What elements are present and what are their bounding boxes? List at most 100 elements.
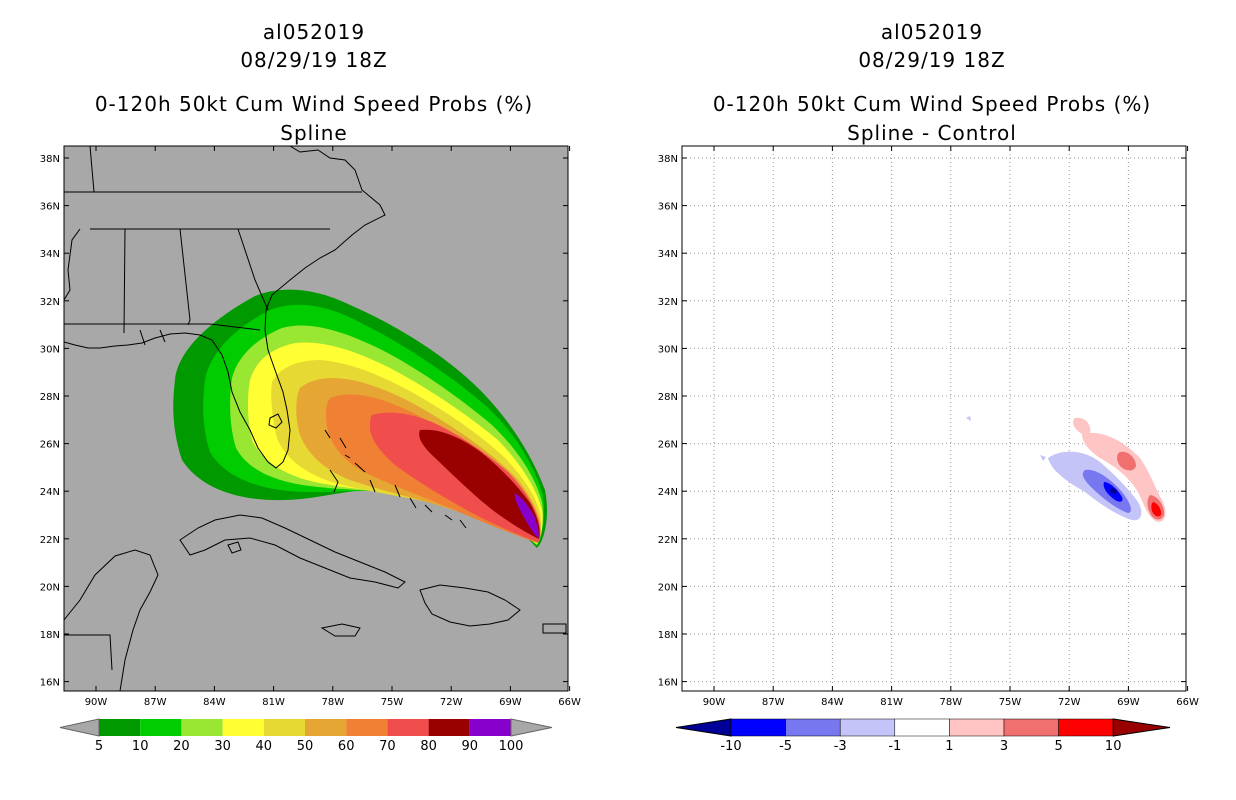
lon-label: 66W: [1176, 697, 1199, 708]
colorbar-left-swatch: [305, 719, 347, 736]
left-storm-id: al052019: [262, 20, 366, 44]
lon-label: 81W: [262, 697, 285, 708]
lat-label: 24N: [658, 487, 678, 498]
colorbar-right-label: -1: [888, 739, 901, 754]
colorbar-left-swatch: [99, 719, 141, 736]
colorbar-left-label: 60: [338, 739, 355, 754]
lat-label: 32N: [658, 297, 678, 308]
diff-neg-10: [1110, 487, 1117, 495]
diff-pos-3: [1117, 451, 1136, 471]
right-subtitle: Spline - Control: [847, 121, 1017, 145]
right-difference-contours: [966, 416, 1166, 522]
colorbar-left-label: 50: [297, 739, 314, 754]
colorbar-right-label: 10: [1105, 739, 1122, 754]
lon-label: 84W: [821, 697, 844, 708]
colorbar-right-label: 5: [1054, 739, 1062, 754]
colorbar-right-arrow-high: [1112, 718, 1171, 737]
lat-label: 20N: [40, 582, 60, 593]
colorbar-right-swatch: [949, 718, 1005, 737]
lat-label: 36N: [658, 202, 678, 213]
left-probability-contours: [173, 289, 548, 548]
right-lat-axis: 38N 36N 34N 32N 30N 28N 26N 24N 22N 20N 18N 16N: [658, 154, 1186, 689]
lat-label: 34N: [40, 249, 60, 260]
lon-label: 84W: [203, 697, 226, 708]
colorbar-left-swatch: [222, 719, 264, 736]
colorbar-left-label: 10: [132, 739, 149, 754]
lon-label: 72W: [1058, 697, 1081, 708]
lon-label: 72W: [440, 697, 463, 708]
colorbar-left-label: 5: [95, 739, 103, 754]
left-product-title: 0-120h 50kt Cum Wind Speed Probs (%): [94, 92, 534, 116]
colorbar-right-swatch: [785, 718, 841, 737]
lat-label: 38N: [40, 154, 60, 165]
colorbar-right-label: 3: [1000, 739, 1008, 754]
lon-label: 78W: [321, 697, 344, 708]
lat-label: 20N: [658, 582, 678, 593]
lat-label: 30N: [40, 344, 60, 355]
colorbar-left-label: 40: [256, 739, 273, 754]
lon-label: 66W: [558, 697, 581, 708]
left-subtitle: Spline: [280, 121, 348, 145]
colorbar-left-label: 70: [379, 739, 396, 754]
diff-neg-speck: [966, 416, 971, 421]
colorbar-right-label: -3: [834, 739, 847, 754]
right-map-panel: 38N 36N 34N 32N 30N 28N 26N 24N 22N 20N 18N 16N 90W…: [658, 145, 1199, 708]
left-date: 08/29/19 18Z: [240, 48, 388, 72]
right-product-title: 0-120h 50kt Cum Wind Speed Probs (%): [712, 92, 1152, 116]
contour-80: [419, 429, 540, 539]
lon-label: 90W: [85, 697, 108, 708]
lon-label: 81W: [880, 697, 903, 708]
colorbar-right-label: 1: [945, 739, 953, 754]
lat-label: 28N: [658, 392, 678, 403]
lat-label: 32N: [40, 297, 60, 308]
left-lat-axis: 38N 36N 34N 32N 30N 28N 26N 24N 22N 20N 18N 16N: [40, 154, 568, 689]
colorbar-left-label: 90: [462, 739, 479, 754]
diff-pos-5: [1151, 502, 1162, 517]
lat-label: 38N: [658, 154, 678, 165]
colorbar-right-swatch: [894, 718, 950, 737]
colorbar-right-swatch: [839, 718, 896, 737]
right-storm-id: al052019: [880, 20, 984, 44]
left-lon-axis: 90W 87W 84W 81W 78W 75W 72W 69W 66W: [85, 146, 581, 708]
right-map-frame: [681, 145, 1187, 692]
colorbar-left-label: 20: [173, 739, 190, 754]
lat-label: 16N: [658, 678, 678, 689]
colorbar-left-swatch: [387, 719, 429, 736]
lon-label: 75W: [381, 697, 404, 708]
colorbar-right-swatch: [1003, 718, 1059, 737]
colorbar-left-arrow-low: [59, 718, 100, 737]
right-map-background: [682, 146, 1186, 691]
lat-label: 30N: [658, 344, 678, 355]
colorbar-left-label: 80: [420, 739, 437, 754]
lon-label: 87W: [762, 697, 785, 708]
lon-label: 69W: [499, 697, 522, 708]
lat-label: 24N: [40, 487, 60, 498]
right-colorbar: -10 -5 -3 -1 1 3 5 10: [675, 718, 1171, 754]
left-map-panel: 38N 36N 34N 32N 30N 28N 26N 24N 22N 20N 18N 16N 90W…: [40, 145, 581, 708]
lat-label: 36N: [40, 202, 60, 213]
colorbar-left-arrow-high: [510, 718, 553, 737]
left-colorbar: 5 10 20 30 40 50 60 70 80 90 100: [59, 718, 553, 754]
colorbar-left-swatch: [140, 719, 182, 736]
lat-label: 18N: [40, 630, 60, 641]
diff-pos-1: [1072, 417, 1166, 522]
colorbar-right-arrow-low: [675, 718, 732, 737]
lat-label: 16N: [40, 678, 60, 689]
lon-label: 78W: [939, 697, 962, 708]
colorbar-right-label: -5: [779, 739, 792, 754]
colorbar-right-swatch: [1058, 718, 1114, 737]
lon-label: 90W: [703, 697, 726, 708]
colorbar-left-label: 30: [214, 739, 231, 754]
colorbar-left-label: 100: [499, 739, 524, 754]
colorbar-left-swatch: [181, 719, 223, 736]
colorbar-left-swatch: [346, 719, 388, 736]
lat-label: 26N: [40, 440, 60, 451]
right-date: 08/29/19 18Z: [858, 48, 1006, 72]
colorbar-right-swatch: [730, 718, 786, 737]
colorbar-right-label: -10: [720, 739, 741, 754]
lat-label: 18N: [658, 630, 678, 641]
colorbar-left-swatch: [469, 719, 511, 736]
lat-label: 22N: [658, 535, 678, 546]
colorbar-left-swatch: [263, 719, 305, 736]
